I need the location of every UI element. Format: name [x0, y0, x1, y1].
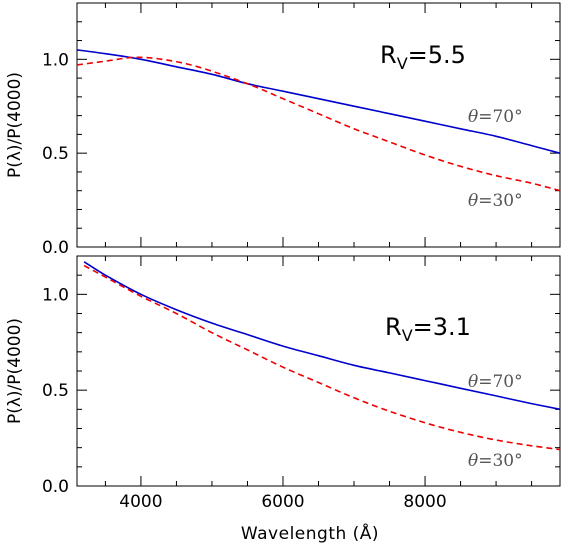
y-tick-label-top: 0.5: [42, 144, 69, 164]
series-top: [76, 49, 561, 192]
y-tick-label-top: 1.0: [42, 50, 69, 70]
series-label-theta70-top: θ=70°: [468, 107, 523, 127]
y-axis-label-top: P(λ)/P(4000): [5, 72, 25, 178]
annotation-rv-bottom: RV=3.1: [385, 313, 471, 345]
series-line-theta70-bottom: [83, 261, 561, 411]
x-axis-label: Wavelength (Å): [241, 522, 379, 544]
series-line-theta30-bottom: [83, 264, 561, 451]
x-tick-label-bottom: 6000: [261, 492, 304, 512]
series-bottom: [83, 261, 561, 451]
y-tick-label-bottom: 0.5: [42, 381, 69, 401]
panel-top: 0.0 0.5 1.0 RV=5.5 θ=70° θ=30°: [42, 2, 561, 258]
y-tick-label-bottom: 1.0: [42, 285, 69, 305]
tick-labels-bottom: 0.0 0.5 1.0 4000 6000 8000: [42, 285, 447, 512]
ticks-top: [77, 2, 560, 248]
y-axis-label-bottom: P(λ)/P(4000): [5, 318, 25, 424]
x-tick-label-bottom: 4000: [119, 492, 162, 512]
series-label-theta70-bottom: θ=70°: [468, 372, 523, 392]
x-tick-label-bottom: 8000: [403, 492, 446, 512]
tick-labels-top: 0.0 0.5 1.0: [42, 50, 69, 258]
series-line-theta30-top: [76, 56, 561, 192]
y-tick-label-top: 0.0: [42, 238, 69, 258]
series-line-theta70-top: [76, 49, 561, 154]
annotation-rv-top: RV=5.5: [380, 41, 466, 73]
ticks-bottom: [77, 255, 560, 487]
panel-bottom: 0.0 0.5 1.0 4000 6000 8000 RV=3.1 θ=70° θ=30°: [42, 255, 561, 512]
series-label-theta30-top: θ=30°: [468, 191, 523, 211]
series-label-theta30-bottom: θ=30°: [468, 451, 523, 471]
y-tick-label-bottom: 0.0: [42, 477, 69, 497]
